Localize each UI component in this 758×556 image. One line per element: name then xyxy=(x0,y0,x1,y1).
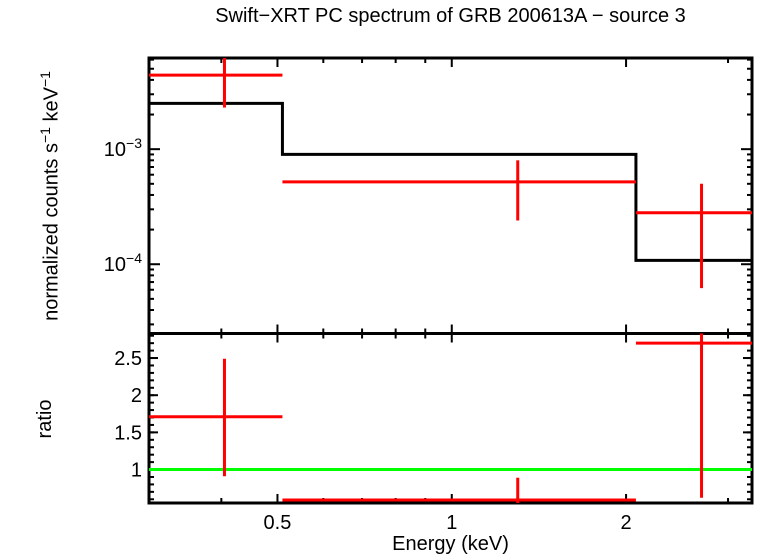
x-axis-label: Energy (keV) xyxy=(392,533,509,555)
x-tick-label: 0.5 xyxy=(264,512,292,534)
ylabel-text: keV xyxy=(40,87,63,128)
x-tick-label: 1 xyxy=(446,512,457,534)
model-step-line xyxy=(149,101,752,262)
ylabel-text: normalized counts s xyxy=(40,143,63,321)
y-tick-label: 10−3 xyxy=(104,135,142,161)
ratio-tick-label: 1.5 xyxy=(114,422,142,444)
y-tick-label: 10−4 xyxy=(104,250,142,276)
top-panel-border xyxy=(147,56,754,335)
figure-title: Swift−XRT PC spectrum of GRB 200613A − s… xyxy=(215,5,686,27)
ratio-tick-label: 2.5 xyxy=(114,348,142,370)
x-tick-label: 2 xyxy=(621,512,632,534)
ratio-tick-label: 2 xyxy=(131,385,142,407)
ylabel-superscript: −1 xyxy=(37,127,53,144)
bottom-y-axis-label: ratio xyxy=(34,399,56,439)
ylabel-superscript: −1 xyxy=(37,71,53,88)
ratio-tick-label: 1 xyxy=(131,460,142,482)
